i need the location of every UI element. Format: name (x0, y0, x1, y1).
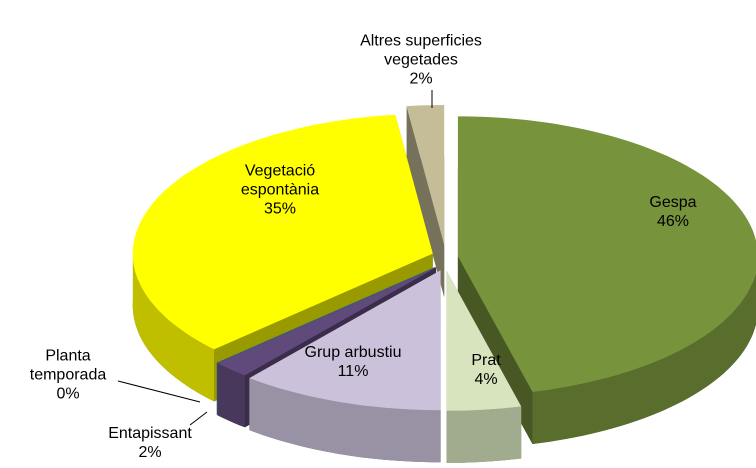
category-name: Gespa (649, 194, 697, 211)
leader-line (117, 380, 201, 403)
slice-top (217, 267, 437, 376)
value-label: 0% (56, 385, 80, 403)
value-label: 35% (263, 200, 297, 218)
value-label: 11% (337, 363, 369, 380)
value-label: 4% (474, 371, 498, 388)
data-label: Prat 4% (456, 351, 516, 389)
data-label: Vegetació espontània 35% (210, 162, 350, 219)
category-name: Entapissant (108, 425, 192, 442)
category-name: Grup arbustiu (304, 344, 402, 361)
data-label: Entapissant 2% (80, 424, 220, 462)
slice-top (249, 270, 441, 411)
category-name: Altres superficies vegetades (360, 32, 482, 69)
slice-wall (132, 253, 215, 402)
slice (446, 270, 522, 463)
leader-line (189, 411, 208, 426)
slice-wall (249, 378, 441, 463)
slice-top (457, 116, 756, 392)
data-label: Gespa 46% (628, 193, 718, 231)
category-name: Planta temporada (29, 347, 107, 384)
value-label: 2% (138, 444, 162, 461)
slice-wall (217, 363, 245, 428)
category-name: Prat (471, 352, 501, 369)
slice-top (446, 270, 522, 411)
slice-wall (532, 271, 756, 444)
data-label: Grup arbustiu 11% (283, 343, 423, 381)
slice-top (406, 105, 445, 245)
slice (249, 270, 441, 463)
value-label: 46% (656, 213, 690, 230)
data-label: Planta temporada 0% (13, 347, 123, 404)
slice (457, 116, 756, 444)
slice-wall (446, 406, 522, 463)
value-label: 2% (409, 70, 433, 88)
slice-side (406, 106, 445, 297)
category-name: Vegetació espontània (240, 162, 320, 199)
data-label: Altres superficies vegetades 2% (331, 32, 511, 89)
slice-top (132, 114, 433, 350)
